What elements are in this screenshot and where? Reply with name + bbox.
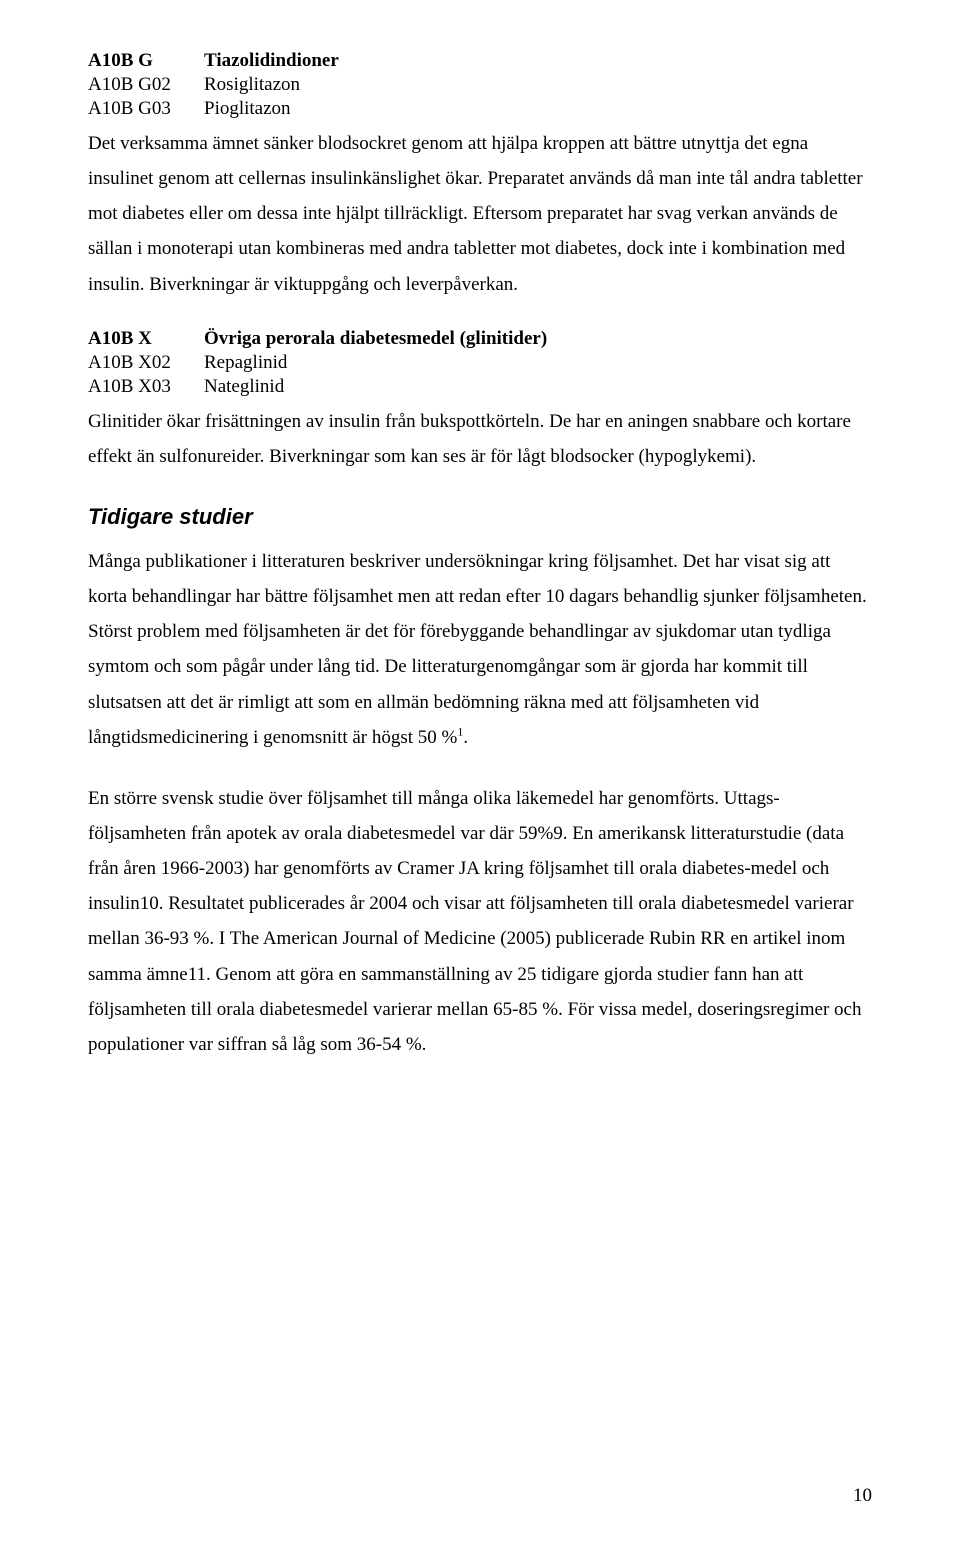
group-x-header: A10B X Övriga perorala diabetesmedel (gl… xyxy=(88,328,872,350)
group-x-code: A10B X xyxy=(88,328,204,350)
drug-code: A10B X03 xyxy=(88,376,204,398)
group-g-label: Tiazolidindioner xyxy=(204,50,339,72)
drug-label: Nateglinid xyxy=(204,376,284,398)
group-x-label: Övriga perorala diabetesmedel (glinitide… xyxy=(204,328,547,350)
page-number: 10 xyxy=(853,1485,872,1507)
studies-p1-text-a: Många publikationer i litteraturen beskr… xyxy=(88,551,867,748)
group-g-code: A10B G xyxy=(88,50,204,72)
studies-section: Tidigare studier Många publikationer i l… xyxy=(88,504,872,1062)
drug-label: Rosiglitazon xyxy=(204,74,300,96)
group-g-item: A10B G02 Rosiglitazon xyxy=(88,74,872,96)
studies-paragraph-1: Många publikationer i litteraturen beskr… xyxy=(88,544,872,755)
group-g-header: A10B G Tiazolidindioner xyxy=(88,50,872,72)
group-g-item: A10B G03 Pioglitazon xyxy=(88,98,872,120)
studies-p1-text-b: . xyxy=(463,727,468,748)
drug-label: Pioglitazon xyxy=(204,98,291,120)
document-page: A10B G Tiazolidindioner A10B G02 Rosigli… xyxy=(0,0,960,1543)
group-x-item: A10B X02 Repaglinid xyxy=(88,352,872,374)
group-g-paragraph: Det verksamma ämnet sänker blodsockret g… xyxy=(88,126,872,302)
drug-code: A10B G03 xyxy=(88,98,204,120)
drug-label: Repaglinid xyxy=(204,352,287,374)
group-x-item: A10B X03 Nateglinid xyxy=(88,376,872,398)
group-x-paragraph: Glinitider ökar frisättningen av insulin… xyxy=(88,404,872,474)
drug-code: A10B G02 xyxy=(88,74,204,96)
drug-group-g: A10B G Tiazolidindioner A10B G02 Rosigli… xyxy=(88,50,872,302)
drug-code: A10B X02 xyxy=(88,352,204,374)
drug-group-x: A10B X Övriga perorala diabetesmedel (gl… xyxy=(88,328,872,474)
studies-paragraph-2: En större svensk studie över följsamhet … xyxy=(88,781,872,1062)
studies-heading: Tidigare studier xyxy=(88,504,872,530)
